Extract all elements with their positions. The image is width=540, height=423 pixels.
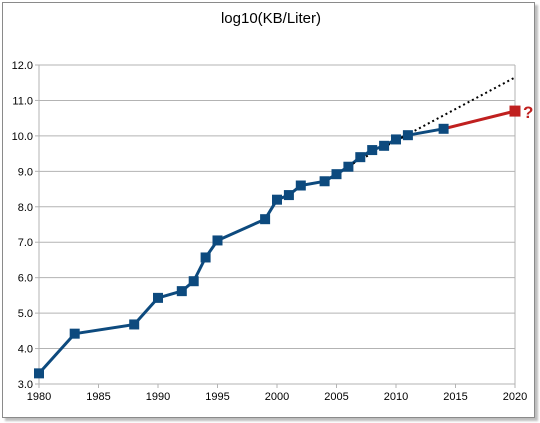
x-tick-label: 2005	[324, 391, 348, 403]
data-point-marker	[69, 328, 80, 339]
data-point-marker	[188, 276, 199, 287]
data-point-marker	[153, 292, 163, 303]
y-tick-label: 8.0	[18, 202, 33, 214]
y-axis-ticks: 3.0 4.0 5.0 6.0 7.0 8.0 9.0 10.0 11.0 12.0	[12, 60, 39, 391]
data-point-marker	[343, 161, 354, 172]
data-point-marker	[176, 286, 187, 297]
y-tick-label: 6.0	[18, 273, 33, 285]
data-point-marker	[319, 176, 330, 187]
x-tick-label: 1995	[205, 391, 229, 403]
data-point-marker	[129, 319, 140, 330]
chart-svg: log10(KB/Liter) 3.0 4.0 5.0 6.0 7.0 8.0 9.0 10.…	[12, 10, 534, 403]
data-point-marker	[212, 235, 223, 246]
axes	[38, 65, 516, 385]
x-tick-label: 2015	[443, 391, 467, 403]
data-point-marker	[272, 194, 282, 205]
x-axis-ticks: 1980 1985 1990 1995 2000 2005 2010 2015 2020	[27, 384, 527, 403]
y-tick-label: 12.0	[12, 60, 33, 72]
x-tick-label: 1980	[27, 391, 51, 403]
annotations: ?	[523, 103, 533, 122]
y-tick-label: 3.0	[18, 379, 33, 391]
data-point-marker	[295, 180, 306, 191]
series-lines	[37, 76, 516, 375]
data-point-marker	[34, 368, 44, 379]
projection-marker	[509, 105, 521, 117]
y-tick-label: 9.0	[18, 166, 33, 178]
data-point-marker	[355, 152, 366, 163]
x-tick-label: 1990	[146, 391, 170, 403]
data-point-marker	[200, 252, 211, 263]
data-point-marker	[260, 214, 271, 225]
chart-frame: log10(KB/Liter) 3.0 4.0 5.0 6.0 7.0 8.0 9.0 10.…	[2, 2, 535, 418]
y-tick-label: 4.0	[18, 344, 33, 356]
x-tick-label: 2020	[503, 391, 527, 403]
data-point-marker	[391, 134, 401, 145]
data-point-marker	[402, 130, 413, 141]
x-tick-label: 2000	[265, 391, 289, 403]
question-mark-annotation: ?	[523, 103, 533, 122]
grid-lines	[39, 64, 515, 385]
data-series-line	[37, 127, 444, 375]
data-point-marker	[379, 140, 390, 151]
y-tick-label: 5.0	[18, 308, 33, 320]
y-tick-label: 7.0	[18, 237, 33, 249]
y-tick-label: 10.0	[12, 131, 33, 143]
y-tick-label: 11.0	[12, 95, 33, 107]
chart-title: log10(KB/Liter)	[221, 10, 321, 27]
projection-line	[443, 109, 516, 131]
data-point-marker	[331, 169, 342, 180]
data-point-marker	[367, 145, 378, 156]
series-markers	[34, 105, 521, 379]
x-tick-label: 2010	[384, 391, 408, 403]
x-tick-label: 1985	[86, 391, 110, 403]
data-point-marker	[438, 123, 449, 134]
data-point-marker	[283, 190, 294, 201]
